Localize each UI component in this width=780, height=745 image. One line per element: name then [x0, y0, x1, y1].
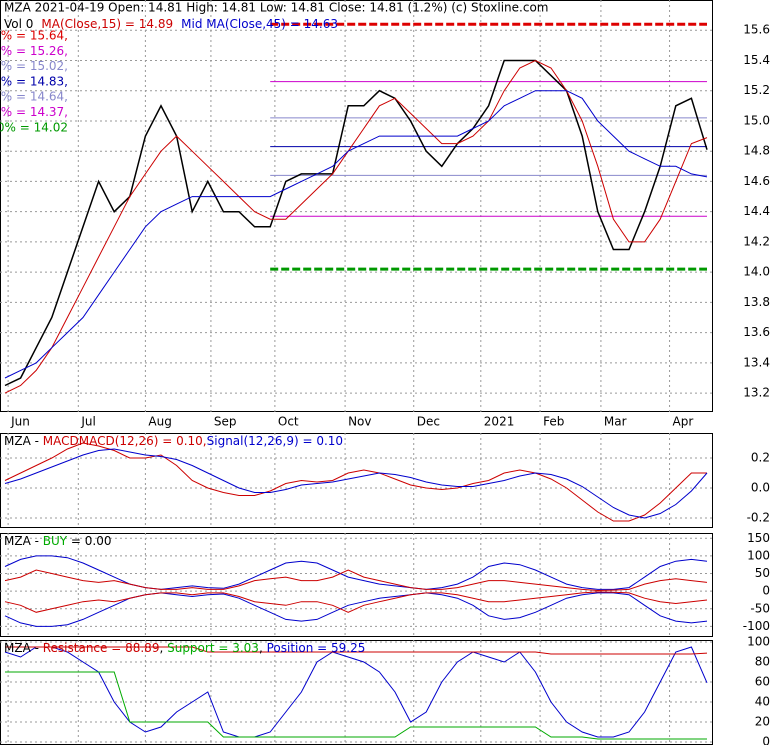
x-tick-label: Oct [278, 415, 299, 429]
chart-title: MZA 2021-04-19 Open: 14.81 High: 14.81 L… [4, 1, 548, 15]
legend-entry: MZA - [4, 534, 43, 548]
y-tick-label: -100 [743, 619, 770, 633]
y-tick-label: 13.2 [743, 386, 770, 400]
legend: MZA - BUY = 0.00 [4, 534, 112, 548]
series-line [5, 671, 707, 740]
y-tick-label: 15.6 [743, 23, 770, 37]
legend-entry: MZA - [4, 434, 43, 448]
y-tick-label: 14.0 [743, 265, 770, 279]
series-line [4, 592, 708, 627]
panel-frame [0, 533, 713, 637]
y-tick-label: 15.4 [743, 53, 770, 67]
x-tick-label: Nov [348, 415, 371, 429]
legend-entry: MACDMACD(12,26) = 0.10, [43, 434, 207, 448]
series-line [4, 90, 708, 379]
y-tick-label: 100 [747, 635, 770, 649]
fib-label: 100% = 15.64, [0, 29, 68, 43]
legend-entry: Vol 0 [4, 17, 33, 31]
y-tick-label: 13.6 [743, 325, 770, 339]
fib-label: 61% = 15.02, [0, 59, 68, 73]
series-line [5, 646, 708, 655]
fib-label: 23% = 14.37, [0, 105, 68, 119]
legend-entry: Mid MA(Close,45) = 14.63 [181, 17, 338, 31]
x-tick-label: Mar [604, 415, 627, 429]
legend: MZA - Resistance = 88.89, Support = 3.03… [4, 641, 365, 655]
legend-entry: Signal(12,26,9) = 0.10 [207, 434, 343, 448]
x-tick-label: Aug [148, 415, 171, 429]
x-tick-label: Jun [10, 415, 30, 429]
x-tick-label: Feb [543, 415, 564, 429]
legend: Vol 0 MA(Close,15) = 14.89 Mid MA(Close,45… [4, 17, 338, 31]
series-line [4, 442, 707, 522]
series-line [4, 569, 708, 592]
y-tick-label: 150 [747, 531, 770, 545]
fib-label: 38% = 14.64, [0, 90, 68, 104]
y-tick-label: 0.2 [751, 451, 770, 465]
panel-frame [0, 433, 713, 528]
fib-label: 50% = 14.83, [0, 74, 68, 88]
y-tick-label: 80 [755, 655, 770, 669]
y-tick-label: -0.2 [747, 510, 770, 524]
y-tick-label: 0 [762, 584, 770, 598]
series-line [4, 591, 708, 613]
legend-entry: = 0.00 [67, 534, 111, 548]
y-tick-label: 13.4 [743, 355, 770, 369]
y-tick-label: 13.8 [743, 295, 770, 309]
legend: MZA - MACDMACD(12,26) = 0.10,Signal(12,2… [4, 434, 343, 448]
legend-entry: Support = 3.03 [167, 641, 259, 655]
y-tick-label: 14.8 [743, 144, 770, 158]
fib-label: 0% = 14.02 [0, 120, 68, 134]
y-tick-label: -50 [750, 601, 770, 615]
y-tick-label: 15.0 [743, 113, 770, 127]
y-tick-label: 14.6 [743, 174, 770, 188]
series-line [4, 646, 708, 738]
series-line [4, 555, 708, 590]
series-line [4, 59, 708, 387]
legend-entry: Position = 59.25 [267, 641, 366, 655]
y-tick-label: 40 [755, 695, 770, 709]
legend-entry: BUY [43, 534, 68, 548]
y-tick-label: 20 [755, 715, 770, 729]
y-tick-label: 0 [762, 735, 770, 745]
legend-entry: Resistance = 88.89 [43, 641, 160, 655]
legend-entry: , [259, 641, 267, 655]
y-tick-label: 14.4 [743, 204, 770, 218]
legend-entry: , [159, 641, 167, 655]
y-tick-label: 100 [747, 548, 770, 562]
x-tick-label: Apr [673, 415, 694, 429]
series-line [4, 59, 708, 394]
x-tick-label: 2021 [484, 415, 515, 429]
y-tick-label: 15.2 [743, 83, 770, 97]
y-tick-label: 50 [755, 566, 770, 580]
panel-frame [0, 640, 713, 745]
x-tick-label: Sep [214, 415, 237, 429]
series-line [4, 448, 708, 519]
x-tick-label: Dec [417, 415, 440, 429]
legend-entry: MZA - [4, 641, 43, 655]
y-tick-label: 60 [755, 675, 770, 689]
y-tick-label: 0.0 [751, 480, 770, 494]
y-tick-label: 14.2 [743, 234, 770, 248]
panel-frame [0, 0, 713, 412]
fib-label: 78% = 15.26, [0, 44, 68, 58]
legend-entry: MA(Close,15) = 14.89 [41, 17, 173, 31]
x-tick-label: Jul [80, 415, 95, 429]
